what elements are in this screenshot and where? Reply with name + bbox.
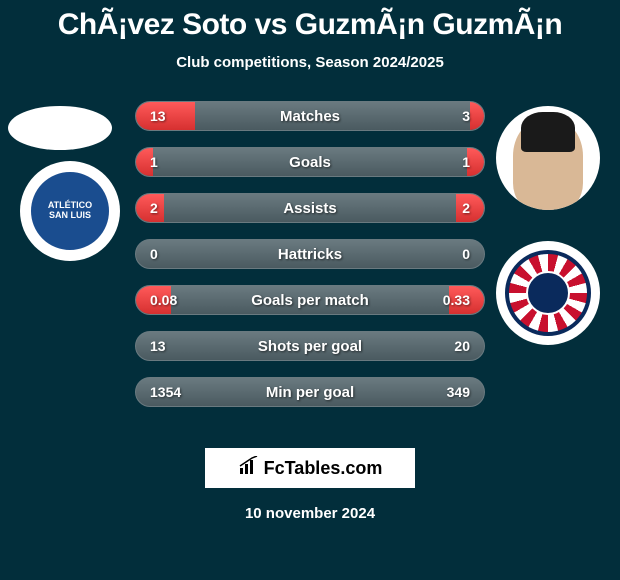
player2-hair: [521, 112, 575, 152]
stat-row: 1Goals1: [135, 147, 485, 177]
stat-row: 0Hattricks0: [135, 239, 485, 269]
player1-club-logo-inner: ATLÉTICO SAN LUIS: [28, 169, 112, 253]
stat-row: 0.08Goals per match0.33: [135, 285, 485, 315]
stat-label: Matches: [136, 108, 484, 125]
player2-club-logo-center: [526, 271, 570, 315]
page-subtitle: Club competitions, Season 2024/2025: [0, 54, 620, 71]
stat-value-right: 0.33: [443, 292, 470, 308]
player2-photo: [496, 106, 600, 210]
player1-logo-text-2: SAN LUIS: [49, 211, 91, 221]
chart-icon: [238, 456, 260, 481]
stat-row: 13Shots per goal20: [135, 331, 485, 361]
footer-date: 10 november 2024: [0, 505, 620, 522]
stat-label: Goals per match: [136, 292, 484, 309]
footer-brand: FcTables.com: [205, 448, 415, 488]
stat-value-right: 20: [454, 338, 470, 354]
stat-label: Min per goal: [136, 384, 484, 401]
player1-club-logo: ATLÉTICO SAN LUIS: [20, 161, 120, 261]
stat-row: 1354Min per goal349: [135, 377, 485, 407]
player2-club-logo: [496, 241, 600, 345]
footer-brand-text: FcTables.com: [264, 458, 383, 479]
stat-value-right: 1: [462, 154, 470, 170]
stat-value-right: 349: [447, 384, 470, 400]
stat-row: 13Matches3: [135, 101, 485, 131]
player2-face: [513, 120, 583, 210]
stat-row: 2Assists2: [135, 193, 485, 223]
stat-label: Goals: [136, 154, 484, 171]
player2-club-logo-inner: [505, 250, 591, 336]
stat-value-right: 2: [462, 200, 470, 216]
stat-label: Hattricks: [136, 246, 484, 263]
stat-label: Shots per goal: [136, 338, 484, 355]
stat-value-right: 3: [462, 108, 470, 124]
stat-label: Assists: [136, 200, 484, 217]
stat-value-right: 0: [462, 246, 470, 262]
stats-container: 13Matches31Goals12Assists20Hattricks00.0…: [135, 101, 485, 423]
page-title: ChÃ¡vez Soto vs GuzmÃ¡n GuzmÃ¡n: [0, 0, 620, 42]
player1-photo: [8, 106, 112, 150]
